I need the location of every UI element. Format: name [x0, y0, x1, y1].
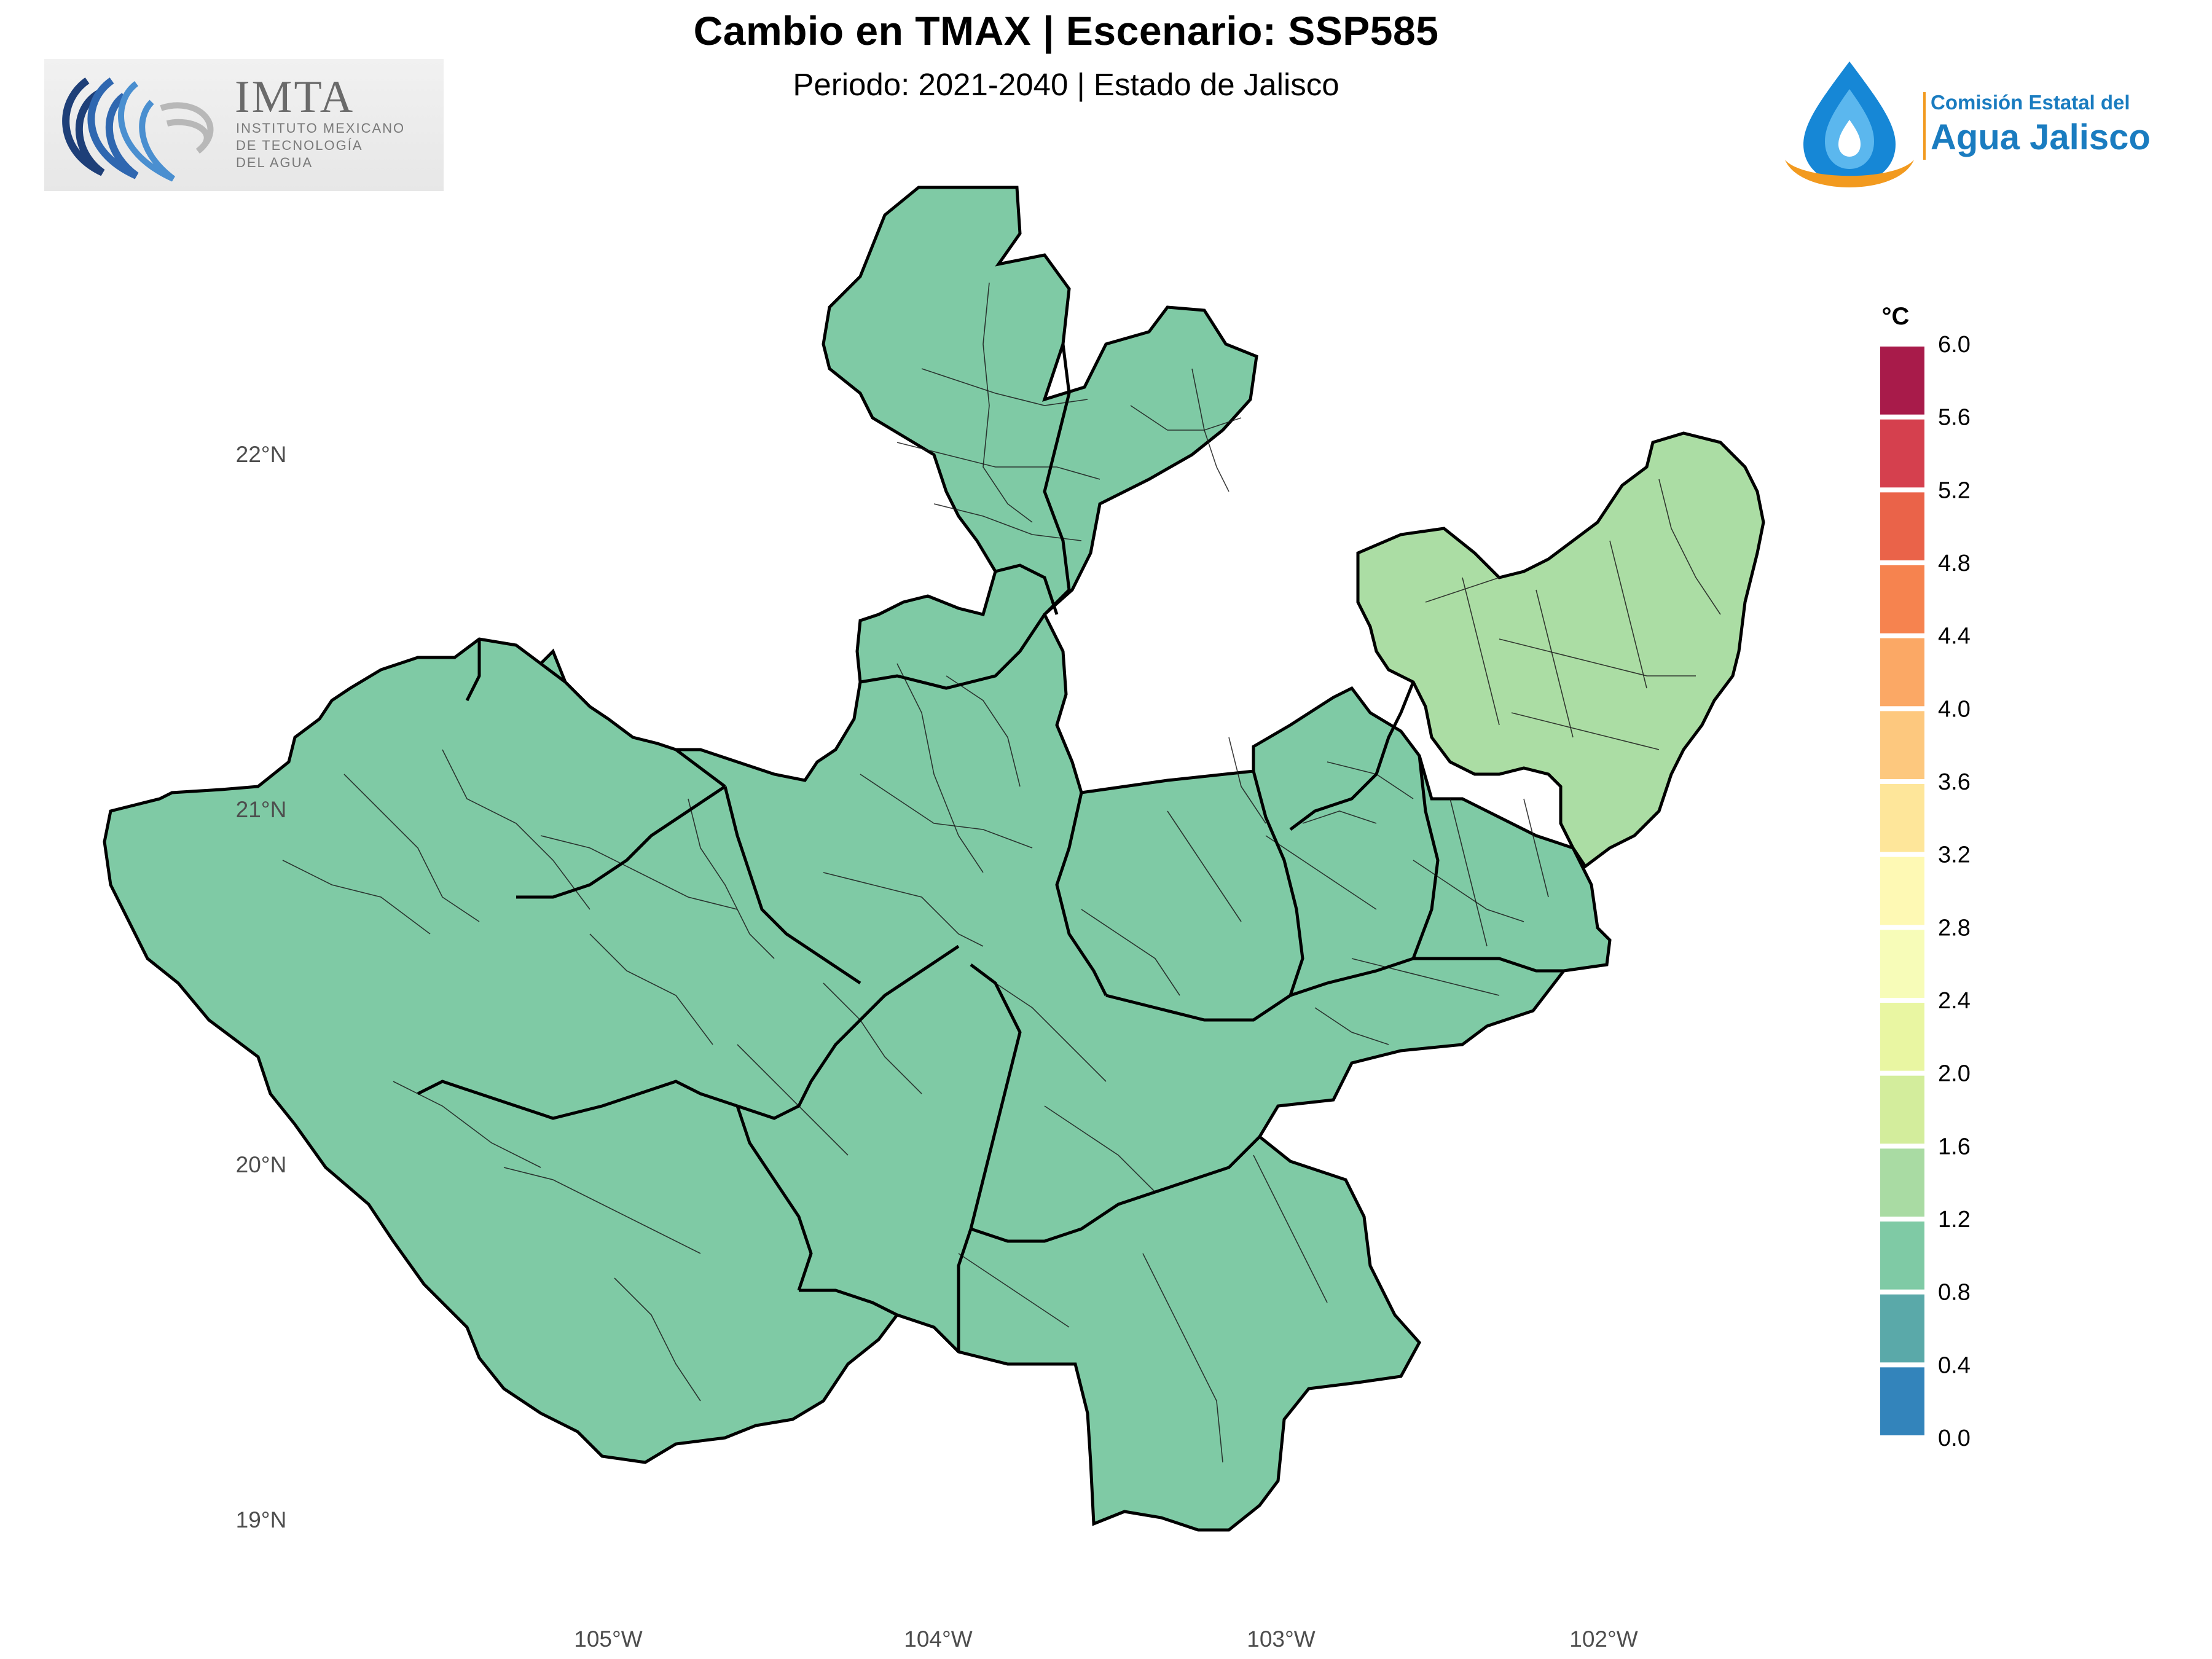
- lon-label-104: 104°W: [904, 1626, 973, 1652]
- legend-tick-label: 2.0: [1938, 1061, 1971, 1087]
- water-drop-icon: [1785, 61, 1914, 187]
- legend-title: °C: [1882, 303, 1910, 330]
- longitude-labels: 105°W 104°W 103°W 102°W: [574, 1626, 1638, 1652]
- legend-swatch: [1880, 565, 1924, 633]
- legend-swatch: [1880, 784, 1924, 852]
- imta-line-2: DE TECNOLOGÍA: [236, 138, 363, 153]
- imta-logo: IMTA INSTITUTO MEXICANO DE TECNOLOGÍA DE…: [44, 59, 444, 191]
- lat-label-19: 19°N: [236, 1507, 287, 1532]
- lon-label-103: 103°W: [1247, 1626, 1316, 1652]
- legend-tick-label: 5.2: [1938, 477, 1971, 503]
- legend-swatch: [1880, 1367, 1924, 1435]
- state-region-main: [103, 186, 1612, 1532]
- legend-swatch: [1880, 492, 1924, 560]
- legend-tick-label: 6.0: [1938, 332, 1971, 358]
- legend-tick-label: 4.0: [1938, 696, 1971, 722]
- cea-logo: Comisión Estatal del Agua Jalisco: [1776, 55, 2194, 194]
- cea-divider: [1923, 92, 1926, 160]
- legend-swatch: [1880, 638, 1924, 707]
- legend-tick-label: 5.6: [1938, 405, 1971, 431]
- color-legend: °C 6.0 5.6 5.2 4.8 4.4 4.0 3.6 3.2 2.8 2.4 2.0 1.6 1…: [1878, 303, 1971, 1451]
- legend-tick-label: 3.2: [1938, 842, 1971, 868]
- imta-line-1: INSTITUTO MEXICANO: [236, 120, 406, 136]
- legend-swatch: [1880, 711, 1924, 779]
- legend-swatch: [1880, 419, 1924, 488]
- legend-swatch: [1880, 1148, 1924, 1217]
- legend-swatch: [1880, 1003, 1924, 1071]
- legend-swatch: [1880, 1294, 1924, 1363]
- lat-label-22: 22°N: [236, 442, 287, 467]
- legend-swatch: [1880, 930, 1924, 998]
- legend-swatch: [1880, 347, 1924, 415]
- cea-name-line-1: Comisión Estatal del: [1931, 91, 2130, 114]
- map-title: Cambio en TMAX | Escenario: SSP585: [693, 8, 1439, 53]
- cea-name-line-2: Agua Jalisco: [1931, 117, 2151, 157]
- legend-tick-label: 2.4: [1938, 988, 1971, 1014]
- legend-tick-label: 0.8: [1938, 1280, 1971, 1306]
- regional-borders: [417, 343, 1564, 1352]
- imta-swirl-icon: [62, 77, 214, 182]
- legend-tick-label: 1.6: [1938, 1134, 1971, 1159]
- imta-name: IMTA: [235, 72, 355, 122]
- lat-label-21: 21°N: [236, 797, 287, 822]
- latitude-labels: 22°N 21°N 20°N 19°N: [236, 442, 287, 1532]
- lon-label-102: 102°W: [1569, 1626, 1638, 1652]
- legend-tick-label: 4.8: [1938, 551, 1971, 576]
- legend-tick-label: 2.8: [1938, 915, 1971, 941]
- map-subtitle: Periodo: 2021-2040 | Estado de Jalisco: [793, 67, 1339, 102]
- legend-swatch: [1880, 1075, 1924, 1144]
- legend-swatch: [1880, 857, 1924, 925]
- state-region-northeast: [1356, 431, 1765, 869]
- legend-tick-label: 3.6: [1938, 769, 1971, 795]
- lat-label-20: 20°N: [236, 1152, 287, 1177]
- legend-tick-label: 1.2: [1938, 1207, 1971, 1233]
- legend-tick-label: 4.4: [1938, 624, 1971, 649]
- legend-swatch: [1880, 1222, 1924, 1290]
- legend-tick-label: 0.4: [1938, 1352, 1971, 1378]
- legend-tick-label: 0.0: [1938, 1426, 1971, 1451]
- imta-line-3: DEL AGUA: [236, 155, 313, 170]
- lon-label-105: 105°W: [574, 1626, 643, 1652]
